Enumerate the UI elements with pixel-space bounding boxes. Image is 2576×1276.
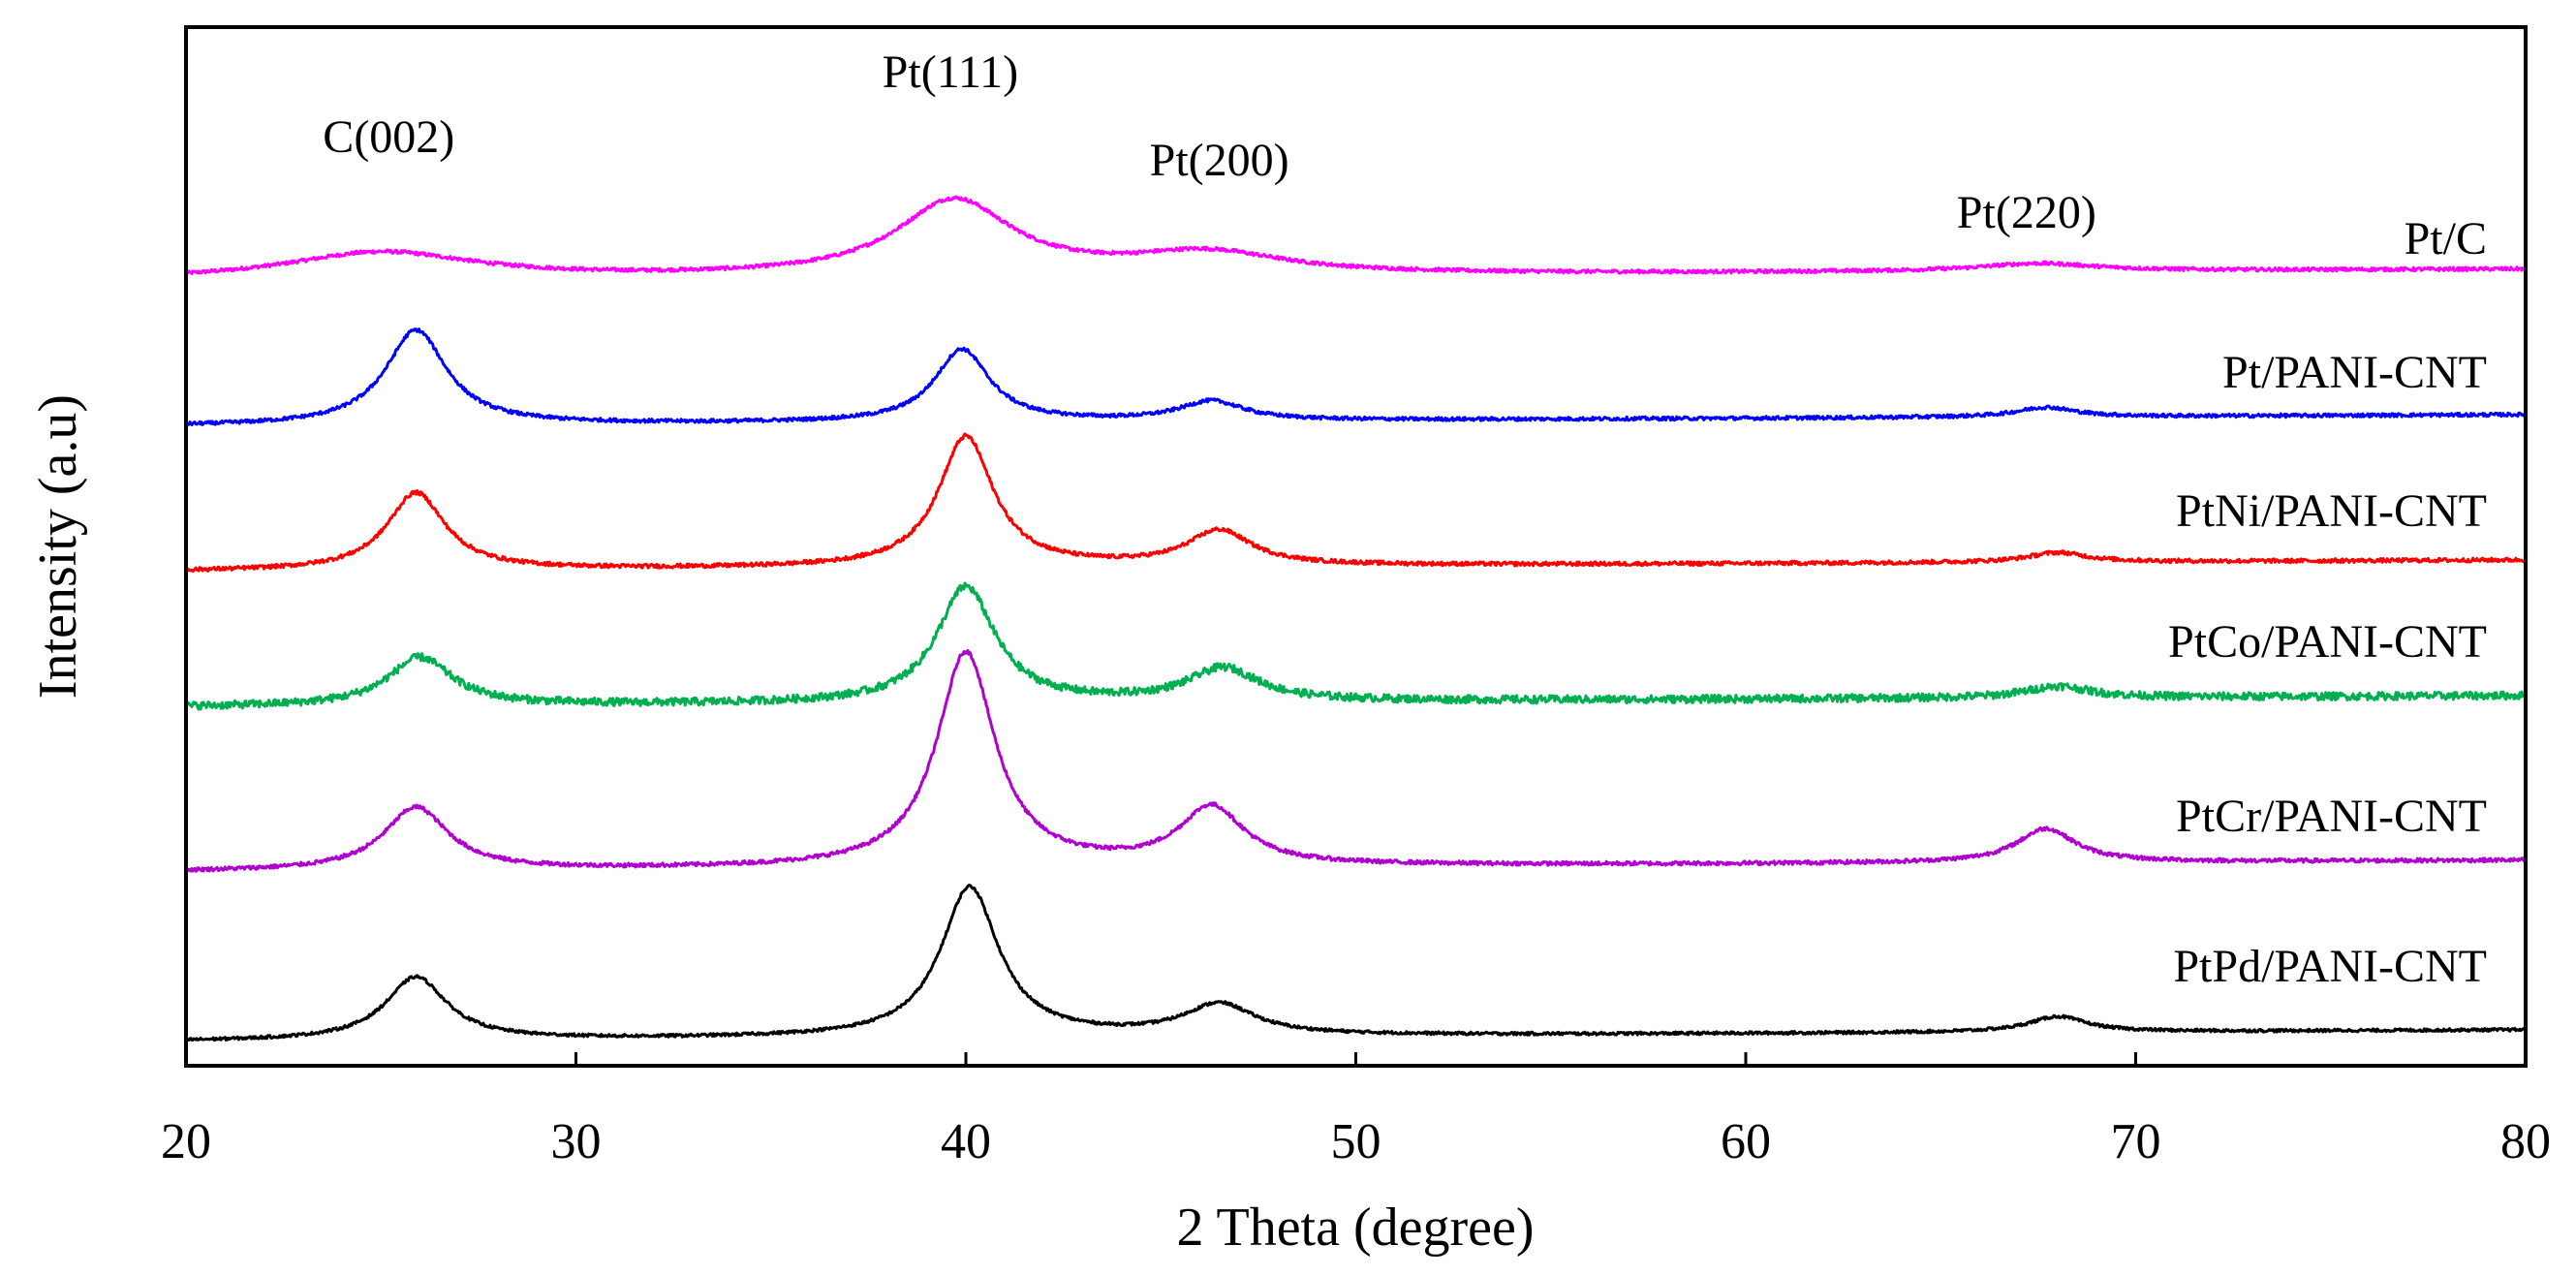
series-label-3: PtNi/PANI-CNT [2176, 485, 2487, 537]
x-tick-label: 60 [1721, 1114, 1771, 1169]
series-line-5 [184, 649, 2528, 873]
series-layer [184, 195, 2528, 1043]
series-line-6 [184, 884, 2527, 1043]
y-axis-title: Intensity (a.u) [28, 394, 88, 699]
series-labels: Pt/C Pt/PANI-CNT PtNi/PANI-CNT PtCo/PANI-CN… [2168, 213, 2487, 992]
peak-label: Pt(111) [883, 47, 1018, 98]
series-label-5: PtCr/PANI-CNT [2176, 791, 2487, 842]
series-label-2: Pt/PANI-CNT [2222, 347, 2487, 398]
series-line-3 [184, 432, 2527, 574]
series-label-1: Pt/C [2405, 213, 2487, 265]
x-axis-ticks: 20 30 40 50 60 70 80 [161, 1052, 2551, 1169]
series-line-4 [184, 581, 2527, 711]
peak-label: Pt(220) [1957, 187, 2096, 238]
x-tick-label: 80 [2500, 1114, 2551, 1169]
x-tick-label: 50 [1331, 1114, 1381, 1169]
peak-annotations: C(002) Pt(111) Pt(200) Pt(220) [323, 47, 2095, 238]
series-label-4: PtCo/PANI-CNT [2168, 616, 2487, 668]
peak-label: Pt(200) [1150, 135, 1289, 186]
x-tick-label: 70 [2111, 1114, 2161, 1169]
series-line-2 [185, 327, 2527, 426]
x-tick-label: 20 [161, 1114, 211, 1169]
x-tick-label: 30 [551, 1114, 602, 1169]
series-label-6: PtPd/PANI-CNT [2173, 941, 2487, 992]
series-line-1 [184, 195, 2527, 275]
peak-label: C(002) [323, 111, 454, 163]
x-axis-title: 2 Theta (degree) [1177, 1198, 1535, 1258]
x-tick-label: 40 [941, 1114, 991, 1169]
